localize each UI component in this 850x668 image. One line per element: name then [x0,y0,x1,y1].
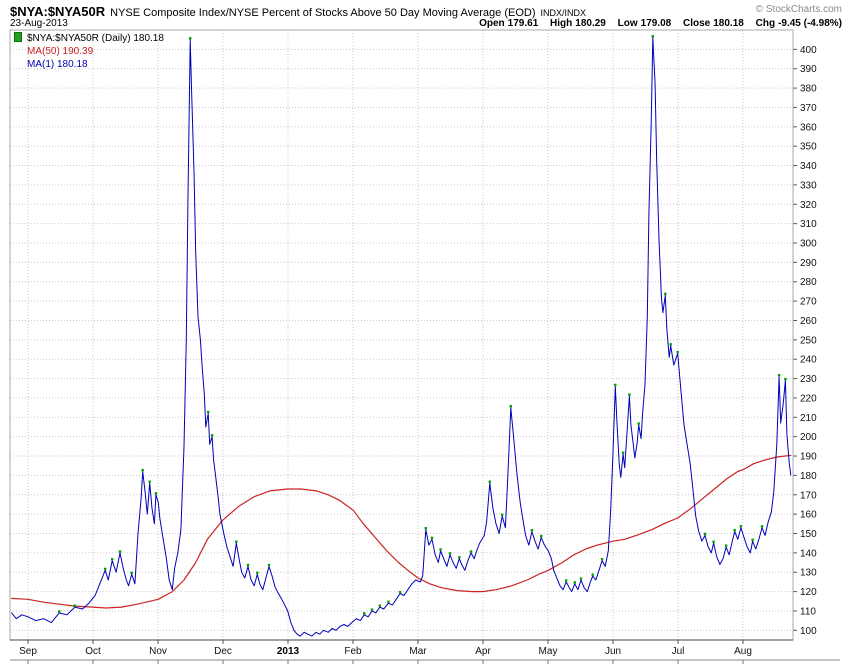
svg-text:340: 340 [800,161,817,172]
svg-text:Dec: Dec [214,646,232,657]
svg-text:310: 310 [800,219,817,230]
svg-text:300: 300 [800,239,817,250]
svg-text:380: 380 [800,84,817,95]
svg-text:160: 160 [800,510,817,521]
svg-text:230: 230 [800,374,817,385]
legend-ma1: MA(1) 180.18 [27,59,88,70]
plot-legend: $NYA:$NYA50R (Daily) 180.18 MA(50) 190.3… [14,32,164,71]
svg-text:140: 140 [800,548,817,559]
exchange-label: INDX/INDX [540,8,587,18]
series-swatch-icon [14,32,22,42]
quote-change: Chg -9.45 (-4.98%) [755,18,842,29]
svg-text:180: 180 [800,471,817,482]
svg-text:Aug: Aug [734,646,752,657]
svg-text:Apr: Apr [475,646,491,657]
chart-header: $NYA:$NYA50R NYSE Composite Index/NYSE Pe… [10,3,842,19]
svg-text:240: 240 [800,355,817,366]
svg-text:390: 390 [800,64,817,75]
svg-text:370: 370 [800,103,817,114]
legend-ma50: MA(50) 190.39 [27,46,94,57]
quote-open: Open 179.61 [479,18,539,29]
svg-text:220: 220 [800,393,817,404]
symbol-title: $NYA:$NYA50R [10,4,106,19]
svg-text:Jul: Jul [672,646,685,657]
svg-text:170: 170 [800,490,817,501]
svg-text:150: 150 [800,529,817,540]
svg-text:280: 280 [800,277,817,288]
svg-text:120: 120 [800,587,817,598]
chart-description: NYSE Composite Index/NYSE Percent of Sto… [110,7,536,19]
quote-high: High 180.29 [550,18,606,29]
svg-text:290: 290 [800,258,817,269]
quote-close: Close 180.18 [683,18,744,29]
svg-text:400: 400 [800,45,817,56]
svg-text:2013: 2013 [277,646,300,657]
quote-bar: Open 179.61 High 180.29 Low 179.08 Close 180… [470,18,842,29]
svg-text:Oct: Oct [85,646,101,657]
svg-text:Feb: Feb [344,646,362,657]
svg-text:350: 350 [800,142,817,153]
svg-text:330: 330 [800,180,817,191]
svg-text:May: May [539,646,558,657]
svg-text:Sep: Sep [19,646,37,657]
svg-text:Nov: Nov [149,646,167,657]
chart-date: 23-Aug-2013 [10,18,68,29]
stockcharts-copyright: © StockCharts.com [755,4,842,15]
legend-main-series: $NYA:$NYA50R (Daily) 180.18 [14,32,164,45]
svg-text:210: 210 [800,413,817,424]
svg-text:270: 270 [800,297,817,308]
svg-text:Mar: Mar [409,646,427,657]
svg-text:360: 360 [800,122,817,133]
svg-text:110: 110 [800,606,816,617]
svg-text:320: 320 [800,200,817,211]
quote-low: Low 179.08 [617,18,672,29]
svg-text:260: 260 [800,316,817,327]
svg-text:130: 130 [800,568,817,579]
svg-text:190: 190 [800,452,817,463]
chart-subheader: 23-Aug-2013 Open 179.61 High 180.29 Low 179… [10,18,842,31]
svg-text:Jun: Jun [605,646,621,657]
svg-text:250: 250 [800,335,817,346]
svg-text:200: 200 [800,432,817,443]
svg-text:100: 100 [800,626,817,637]
